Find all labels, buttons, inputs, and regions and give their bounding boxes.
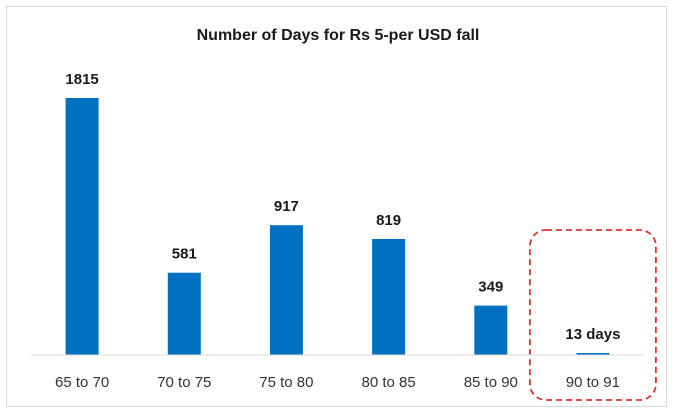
bar-90-to-91 xyxy=(576,353,610,355)
bar-75-to-80 xyxy=(269,225,303,355)
data-label-85-to-90: 349 xyxy=(478,279,503,296)
data-label-90-to-91: 13 days xyxy=(565,326,620,343)
x-tick-label-80-to-85: 80 to 85 xyxy=(361,374,415,391)
x-tick-label-70-to-75: 70 to 75 xyxy=(157,374,211,391)
bars-layer xyxy=(65,98,610,355)
x-tick-label-65-to-70: 65 to 70 xyxy=(55,374,109,391)
data-label-75-to-80: 917 xyxy=(274,198,299,215)
bar-70-to-75 xyxy=(167,272,201,355)
data-label-80-to-85: 819 xyxy=(376,212,401,229)
labels-layer: 1815 581 917 819 349 13 days xyxy=(65,71,620,343)
chart-frame xyxy=(6,6,667,407)
bar-80-to-85 xyxy=(372,239,406,355)
chart-title: Number of Days for Rs 5-per USD fall xyxy=(197,27,480,44)
x-tick-label-75-to-80: 75 to 80 xyxy=(259,374,313,391)
x-tick-label-90-to-91: 90 to 91 xyxy=(566,374,620,391)
data-label-70-to-75: 581 xyxy=(172,246,197,263)
bar-85-to-90 xyxy=(474,305,508,355)
bar-65-to-70 xyxy=(65,98,99,355)
x-tick-label-85-to-90: 85 to 90 xyxy=(464,374,518,391)
data-label-65-to-70: 1815 xyxy=(65,71,98,88)
x-tick-labels: 65 to 70 70 to 75 75 to 80 80 to 85 85 to 90… xyxy=(55,374,620,391)
